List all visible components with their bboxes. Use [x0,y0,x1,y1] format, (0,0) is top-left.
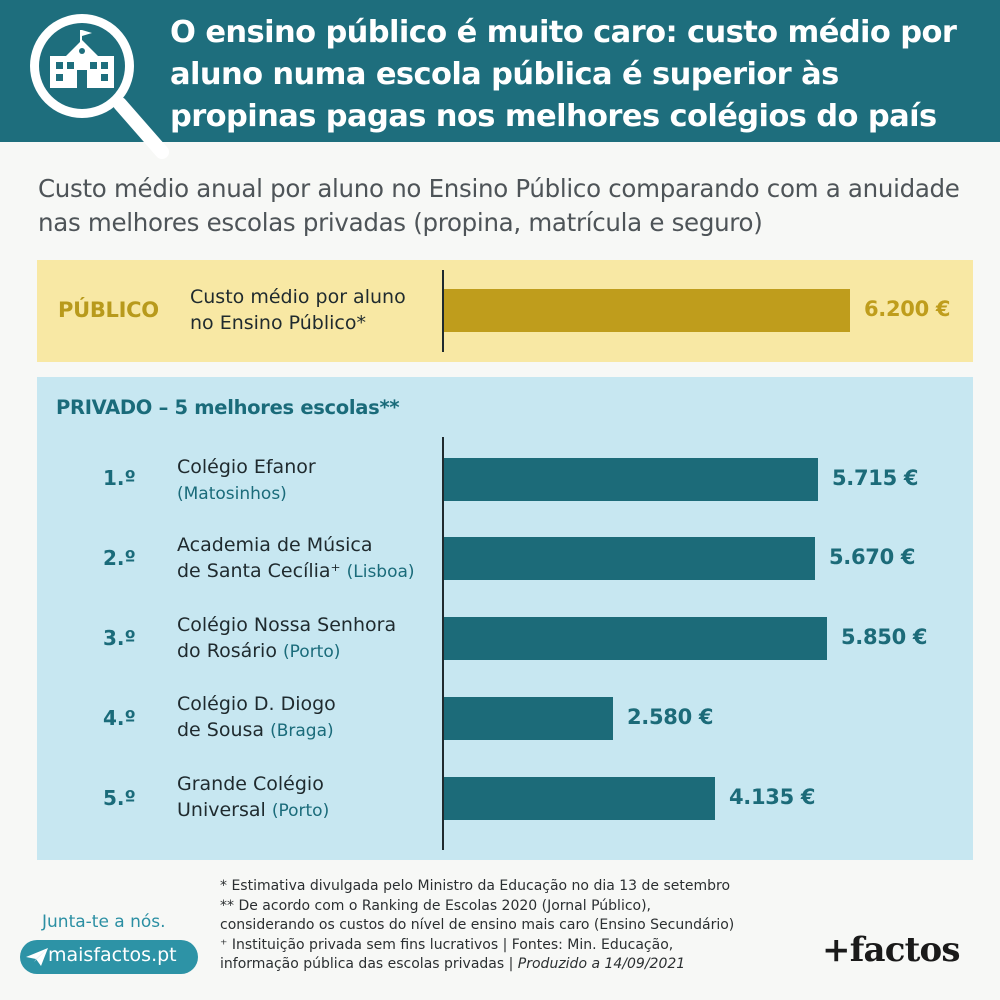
footnote-2: ** De acordo com o Ranking de Escolas 20… [220,897,652,914]
school-name-line1: Grande Colégio [177,773,324,795]
school-city: (Matosinhos) [177,484,287,504]
private-tag: PRIVADO – 5 melhores escolas** [56,396,400,419]
school-name: Academia de Música de Santa Cecília⁺ (Li… [177,532,439,585]
public-tag: PÚBLICO [58,298,159,322]
school-city: (Braga) [270,721,334,741]
bar-value-label: 5.850 € [841,625,928,649]
school-name-line1: Colégio Nossa Senhora [177,614,397,636]
chart-subtitle: Custo médio anual por aluno no Ensino Pú… [38,174,960,237]
header-banner [0,0,1000,142]
school-name-line1: Academia de Música [177,534,373,556]
paper-plane-icon [26,948,48,966]
school-name-line2: de Santa Cecília⁺ [177,560,341,582]
school-name-line1: Colégio Efanor [177,456,316,478]
public-cost-bar [444,289,850,332]
footnote-1: * Estimativa divulgada pelo Ministro da … [220,878,731,894]
private-axis-line [442,437,444,850]
rank-label: 4.º [103,706,136,730]
bar-value-label: 5.715 € [832,466,919,490]
website-link-text[interactable]: maisfactos.pt [48,944,177,966]
page-title: O ensino público é muito caro: custo méd… [170,15,957,134]
school-name: Grande Colégio Universal (Porto) [177,771,439,824]
school-city: (Porto) [271,801,330,821]
school-name-line2: do Rosário [177,640,277,662]
school-magnifier-icon [30,14,169,159]
school-cost-bar [444,777,715,820]
bar-value-label: 2.580 € [627,705,714,729]
public-label-line2: no Ensino Público* [190,312,366,334]
school-name-line2: Universal [177,799,266,821]
footnote-2-cont: considerando os custos do nível de ensin… [220,917,735,933]
footnote-sources: informação pública das escolas privadas … [220,956,518,972]
rank-label: 3.º [103,626,136,650]
bar-value-label: 5.670 € [829,545,916,569]
public-label: Custo médio por aluno no Ensino Público* [190,284,440,336]
rank-label: 2.º [103,546,136,570]
footnotes: * Estimativa divulgada pelo Ministro da … [220,877,840,975]
school-city: (Lisboa) [346,562,415,582]
school-cost-bar [444,458,818,501]
school-cost-bar [444,537,815,580]
school-cost-bar [444,617,827,660]
school-name: Colégio Efanor (Matosinhos) [177,454,439,507]
public-label-line1: Custo médio por aluno [190,286,406,308]
school-name-line2: de Sousa [177,719,265,741]
rank-label: 5.º [103,786,136,810]
rank-label: 1.º [103,466,136,490]
footnote-3: ⁺ Instituição privada sem fins lucrativo… [220,936,674,953]
school-name: Colégio Nossa Senhora do Rosário (Porto) [177,612,439,665]
bar-value-label: 4.135 € [729,785,816,809]
bar-value-label: 6.200 € [864,297,951,321]
website-link-button[interactable] [20,940,198,974]
public-axis-line [442,270,444,352]
school-cost-bar [444,697,613,740]
brand-logo: +factos [822,930,961,970]
school-name: Colégio D. Diogo de Sousa (Braga) [177,691,439,744]
produced-date: Produzido a 14/09/2021 [517,956,686,972]
school-name-line1: Colégio D. Diogo [177,693,336,715]
join-us-text: Junta-te a nós. [42,912,166,932]
school-city: (Porto) [283,642,341,662]
